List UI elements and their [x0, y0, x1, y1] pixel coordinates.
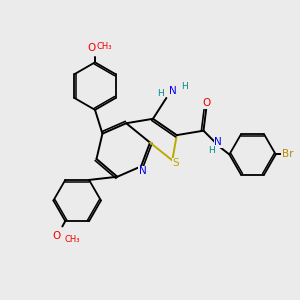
Text: H: H: [208, 146, 215, 155]
Text: CH₃: CH₃: [97, 42, 112, 51]
Text: O: O: [202, 98, 211, 108]
Text: N: N: [139, 167, 146, 176]
Text: O: O: [87, 43, 96, 53]
Text: N: N: [214, 137, 222, 147]
Text: S: S: [172, 158, 179, 168]
Text: N: N: [169, 86, 177, 96]
Text: Br: Br: [282, 149, 293, 160]
Text: H: H: [158, 89, 164, 98]
Text: H: H: [181, 82, 188, 91]
Text: O: O: [52, 231, 61, 241]
Text: CH₃: CH₃: [64, 235, 80, 244]
